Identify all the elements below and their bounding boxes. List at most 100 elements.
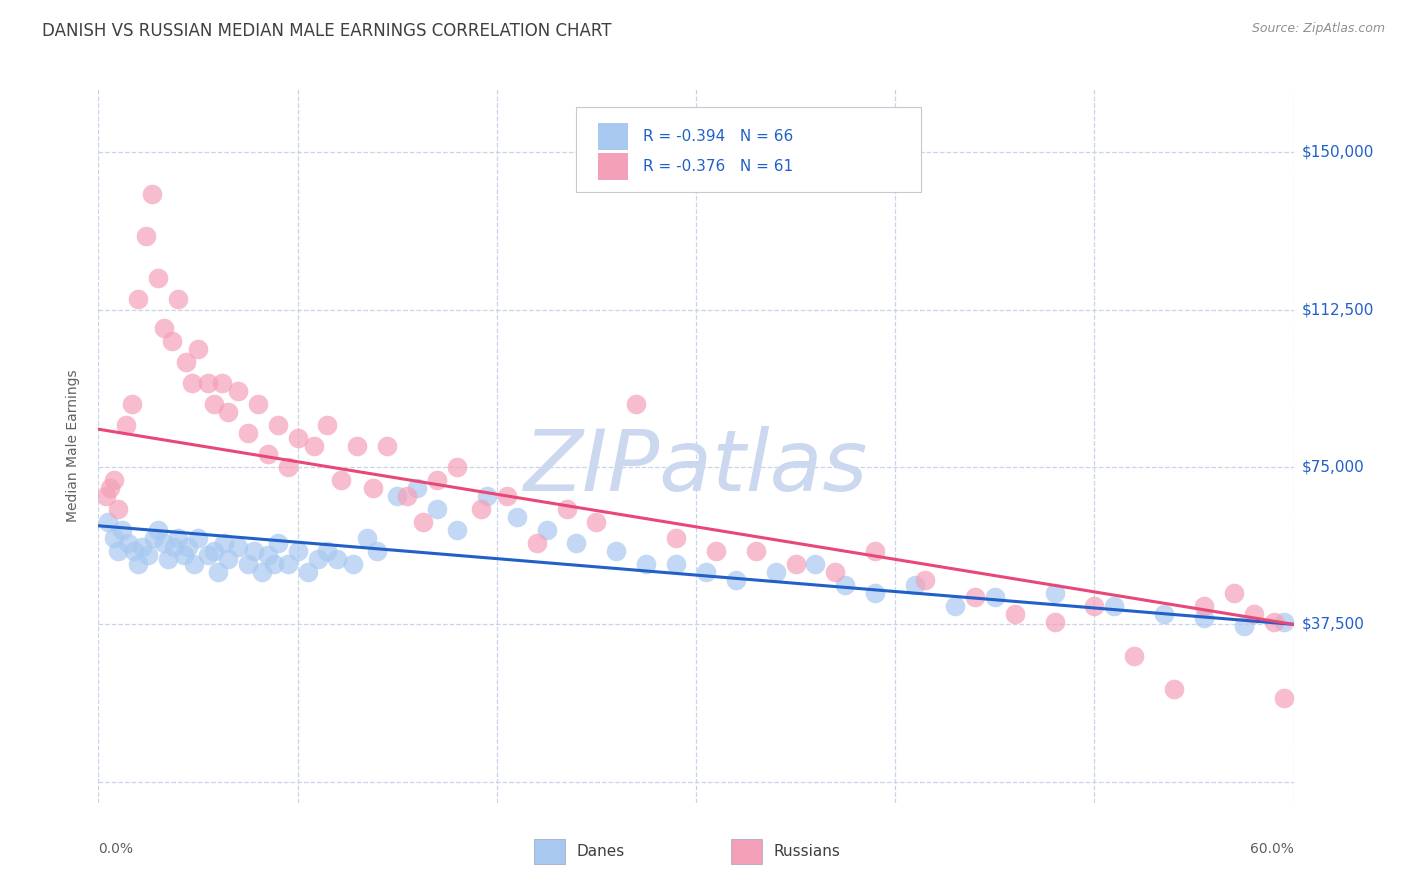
Point [1102,599,1125,613]
Point [536,523,558,537]
Point [785,557,807,571]
Point [904,577,927,591]
Point [506,510,529,524]
Point [914,574,936,588]
Point [267,417,290,432]
Point [555,502,578,516]
Point [217,552,239,566]
Point [665,532,688,546]
Point [243,544,266,558]
Point [127,557,149,571]
Point [111,523,134,537]
Point [211,376,233,390]
Point [824,565,846,579]
Point [212,535,235,549]
Point [202,544,225,558]
Point [565,535,588,549]
Point [157,552,180,566]
Point [356,532,378,546]
Point [1263,615,1285,630]
Point [160,334,183,348]
Point [943,599,966,613]
Point [131,540,153,554]
Point [236,557,259,571]
Point [346,439,368,453]
Point [963,590,986,604]
Point [187,532,209,546]
Point [765,565,787,579]
Point [103,473,125,487]
Point [363,481,385,495]
Point [834,577,856,591]
Text: ZIPatlas: ZIPatlas [524,425,868,509]
Point [197,376,219,390]
Point [412,515,434,529]
Point [1243,607,1265,621]
Point [197,548,219,562]
Point [256,447,278,461]
Point [103,532,125,546]
Point [804,557,827,571]
Text: DANISH VS RUSSIAN MEDIAN MALE EARNINGS CORRELATION CHART: DANISH VS RUSSIAN MEDIAN MALE EARNINGS C… [42,22,612,40]
Point [426,502,449,516]
Point [136,548,159,562]
Point [143,532,166,546]
Point [256,548,278,562]
Point [173,548,195,562]
Point [250,565,273,579]
Point [624,397,647,411]
Point [174,355,197,369]
Point [446,460,468,475]
Point [495,489,517,503]
Point [277,557,299,571]
Point [124,544,146,558]
Point [605,544,627,558]
Text: 60.0%: 60.0% [1250,842,1294,856]
Point [226,540,249,554]
Point [187,343,209,357]
Point [153,321,176,335]
Point [127,292,149,306]
Point [396,489,419,503]
Point [167,292,190,306]
Point [406,481,429,495]
Text: $150,000: $150,000 [1302,145,1374,160]
Point [115,417,138,432]
Point [636,557,658,571]
Point [1153,607,1175,621]
Point [342,557,364,571]
Point [1272,615,1295,630]
Point [863,586,886,600]
Point [135,229,157,244]
Point [302,439,325,453]
Y-axis label: Median Male Earnings: Median Male Earnings [66,369,80,523]
Point [226,384,249,399]
Text: Danes: Danes [576,845,624,859]
Point [316,544,339,558]
Point [585,515,607,529]
Point [297,565,319,579]
Point [385,489,409,503]
Point [177,540,200,554]
Point [183,557,205,571]
Point [287,544,309,558]
Point [1163,682,1185,697]
Point [316,417,339,432]
Point [1192,611,1215,625]
Point [141,187,163,202]
Point [202,397,225,411]
Point [983,590,1005,604]
Point [1083,599,1105,613]
Point [704,544,727,558]
Point [96,489,118,503]
Point [330,473,353,487]
Point [366,544,388,558]
Point [153,535,176,549]
Point [107,502,129,516]
Point [121,397,143,411]
Text: Russians: Russians [773,845,841,859]
Text: $37,500: $37,500 [1302,617,1365,632]
Point [117,535,139,549]
Point [277,460,299,475]
Point [1043,615,1066,630]
